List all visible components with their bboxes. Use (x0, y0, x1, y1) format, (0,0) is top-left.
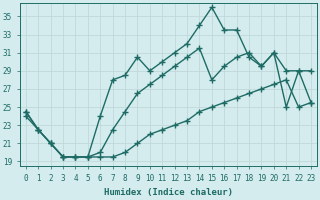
X-axis label: Humidex (Indice chaleur): Humidex (Indice chaleur) (104, 188, 233, 197)
